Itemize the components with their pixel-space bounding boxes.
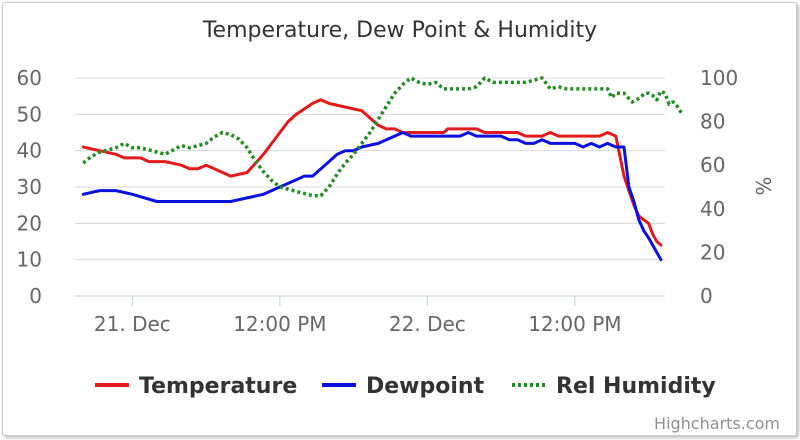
legend-item-dewpoint[interactable]: Dewpoint bbox=[322, 374, 485, 399]
y-axis-left: 0 10 20 30 40 50 60 bbox=[17, 66, 42, 308]
y-left-tick-label: 20 bbox=[17, 211, 42, 235]
legend-item-rel-humidity[interactable]: Rel Humidity bbox=[512, 374, 716, 399]
y-axis-right-title: % bbox=[751, 176, 775, 195]
y-left-tick-label: 10 bbox=[17, 248, 42, 272]
y-left-tick-label: 40 bbox=[17, 139, 42, 163]
legend-label: Rel Humidity bbox=[556, 374, 716, 399]
y-left-tick-label: 50 bbox=[17, 102, 42, 126]
legend-item-temperature[interactable]: Temperature bbox=[95, 374, 297, 399]
y-right-tick-label: 0 bbox=[700, 284, 713, 308]
x-tick-label: 12:00 PM bbox=[528, 312, 621, 336]
series-line-dewpoint bbox=[81, 131, 663, 262]
legend[interactable]: Temperature Dewpoint Rel Humidity bbox=[95, 374, 716, 399]
y-right-tick-label: 80 bbox=[700, 110, 725, 134]
chart-title: Temperature, Dew Point & Humidity bbox=[202, 18, 597, 43]
legend-label: Dewpoint bbox=[366, 374, 485, 399]
y-right-tick-label: 100 bbox=[700, 66, 738, 90]
x-tick-label: 12:00 PM bbox=[233, 312, 326, 336]
x-tick-label: 22. Dec bbox=[389, 312, 466, 336]
x-axis: 21. Dec 12:00 PM 22. Dec 12:00 PM bbox=[75, 295, 665, 336]
y-right-tick-label: 40 bbox=[700, 197, 725, 221]
y-left-tick-label: 0 bbox=[29, 284, 42, 308]
x-tick-label: 21. Dec bbox=[94, 312, 171, 336]
y-left-tick-label: 30 bbox=[17, 175, 42, 199]
y-right-tick-label: 20 bbox=[700, 240, 725, 264]
y-left-tick-label: 60 bbox=[17, 66, 42, 90]
series-line-temperature bbox=[81, 98, 663, 247]
credits-link[interactable]: Highcharts.com bbox=[654, 414, 780, 433]
gridlines bbox=[75, 77, 665, 297]
y-axis-right: 0 20 40 60 80 100 bbox=[700, 66, 738, 308]
y-right-tick-label: 60 bbox=[700, 153, 725, 177]
plot-series bbox=[81, 76, 683, 262]
legend-label: Temperature bbox=[139, 374, 297, 399]
